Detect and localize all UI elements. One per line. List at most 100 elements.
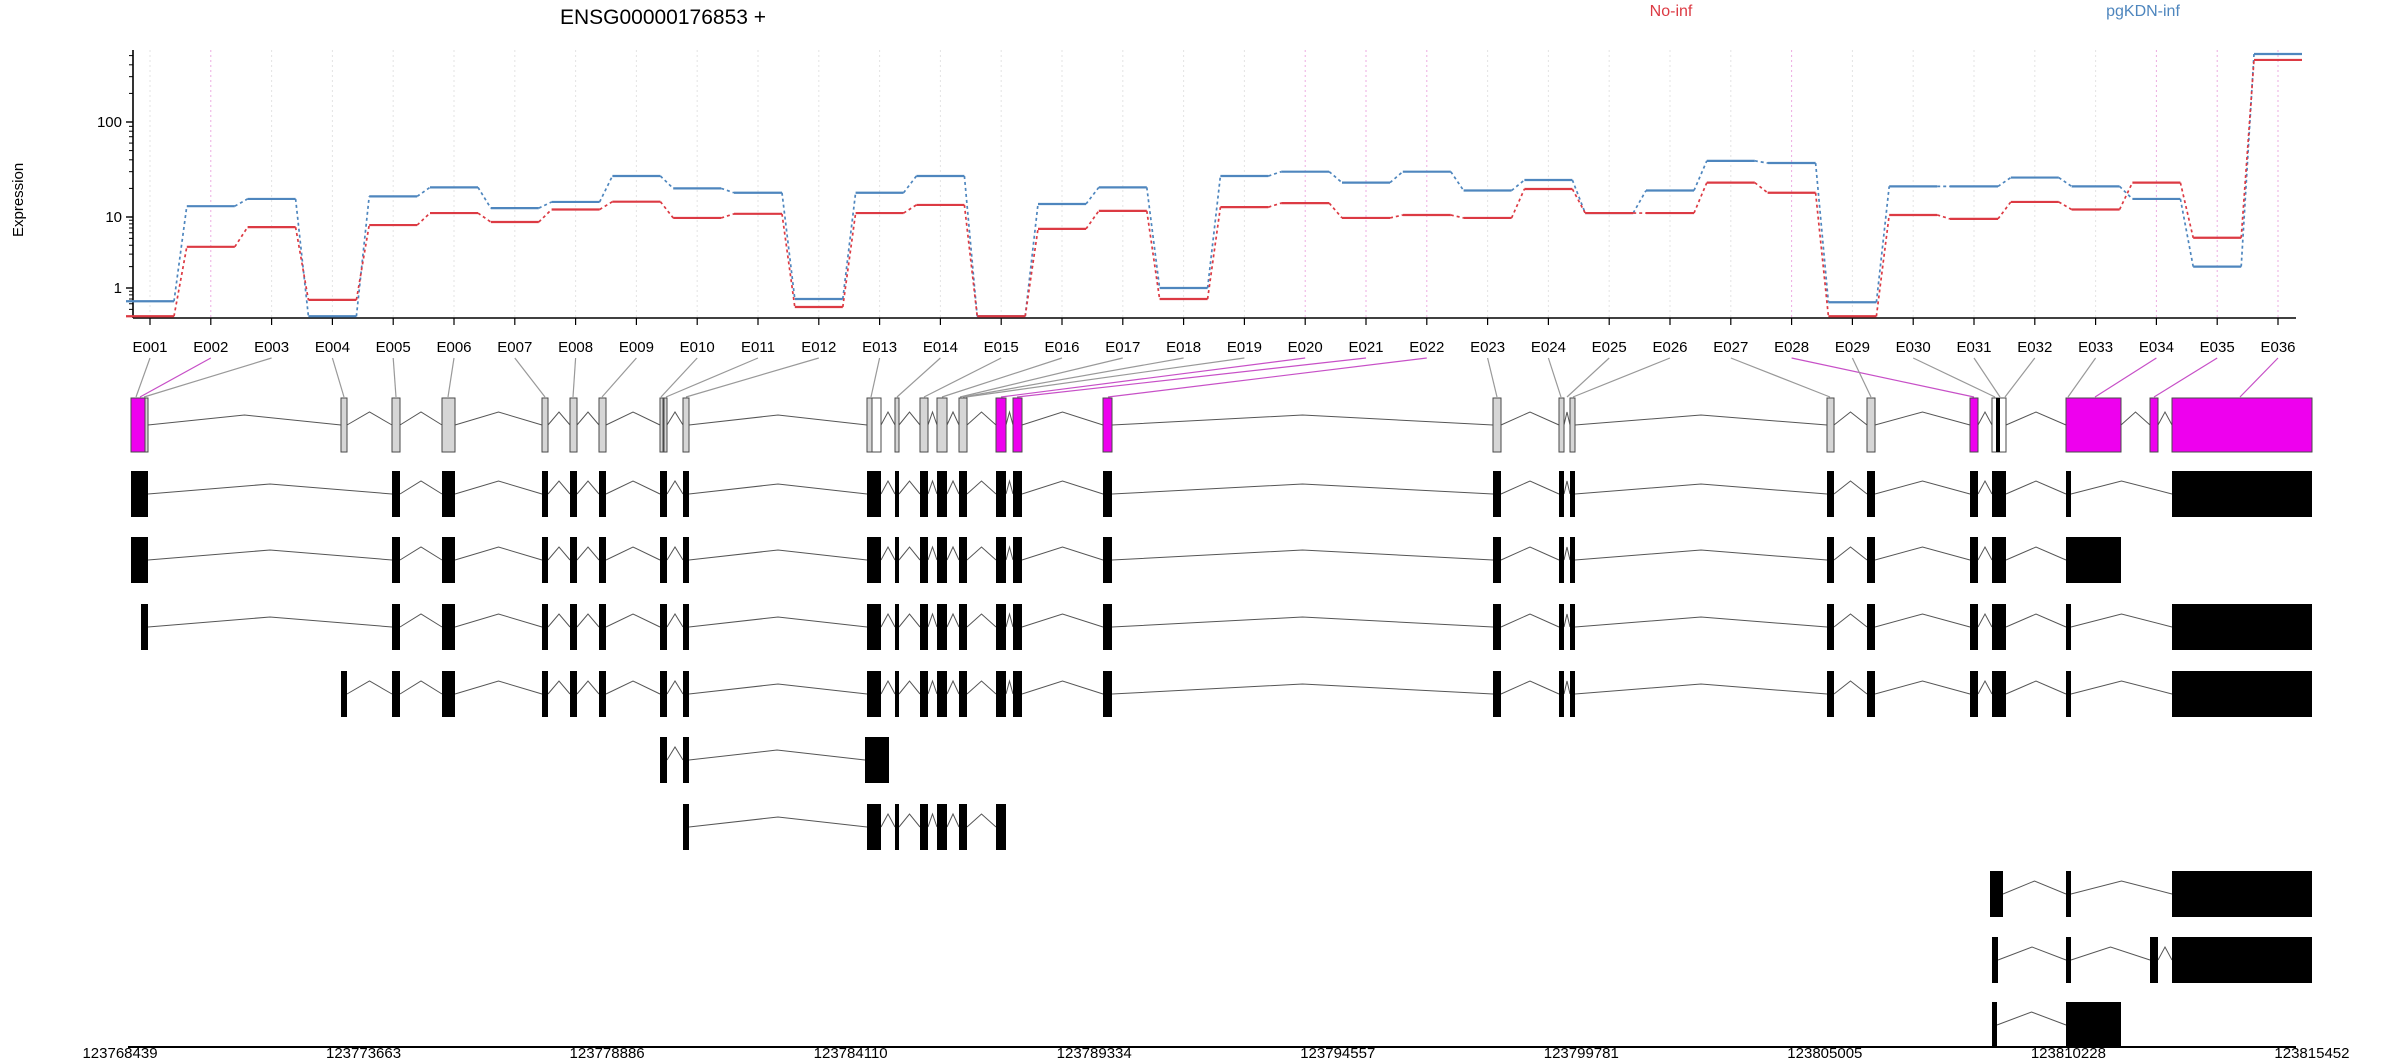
genomic-coordinate-label: 123810228 xyxy=(2031,1045,2106,1060)
series-no-inf-connector-E005 xyxy=(355,224,371,301)
transcript-4-intron xyxy=(605,680,661,695)
aggregate-intron xyxy=(454,411,543,426)
leader-line-E005 xyxy=(392,357,397,398)
transcript-6-exon xyxy=(920,804,928,850)
exon-bin-magenta xyxy=(1969,397,1979,453)
transcript-3-exon xyxy=(141,604,148,650)
transcript-4-exon xyxy=(1103,671,1112,717)
transcript-4-exon xyxy=(341,671,347,717)
transcript-1-intron xyxy=(605,480,661,495)
transcript-4-intron xyxy=(898,680,921,695)
series-pgkdn-inf-connector-E021 xyxy=(1328,171,1343,184)
leader-line-E011 xyxy=(665,357,759,398)
transcript-1-exon xyxy=(2172,471,2312,517)
genomic-coordinate-label: 123794557 xyxy=(1300,1045,1375,1060)
transcript-2-exon xyxy=(442,537,455,583)
transcript-2-exon xyxy=(920,537,928,583)
transcript-4-intron xyxy=(1005,679,1014,695)
leader-line-E008 xyxy=(572,357,577,398)
aggregate-intron xyxy=(688,414,868,426)
transcript-3-exon xyxy=(2172,604,2312,650)
y-tick-label: 1 xyxy=(114,280,122,297)
transcript-3-intron xyxy=(1111,616,1494,628)
transcript-3-exon xyxy=(2066,604,2071,650)
aggregate-intron xyxy=(927,410,938,426)
leader-line-E024 xyxy=(1547,357,1562,398)
exon-label-E012: E012 xyxy=(801,339,836,356)
transcript-2-exon xyxy=(1867,537,1875,583)
transcript-2-exon xyxy=(1103,537,1112,583)
series-no-inf-connector-E027 xyxy=(1693,182,1708,214)
series-pgkdn-inf-connector-E003 xyxy=(234,198,249,207)
transcript-4-intron xyxy=(1563,680,1571,695)
exon-bin-white xyxy=(871,397,882,453)
exon-label-E033: E033 xyxy=(2078,339,2113,356)
series-no-inf-connector-E012 xyxy=(781,213,796,308)
transcript-2-intron xyxy=(1574,549,1828,561)
transcript-2-intron xyxy=(454,546,543,561)
transcript-2-exon xyxy=(683,537,689,583)
exon-label-E021: E021 xyxy=(1348,339,1383,356)
transcript-2-intron xyxy=(399,546,443,561)
transcript-1-exon xyxy=(660,471,667,517)
transcript-3-exon xyxy=(1992,604,2006,650)
transcript-3-exon xyxy=(1867,604,1875,650)
exon-label-E002: E002 xyxy=(193,339,228,356)
exon-label-E018: E018 xyxy=(1166,339,1201,356)
series-pgkdn-inf-connector-E010 xyxy=(659,175,674,190)
transcript-1-exon xyxy=(937,471,947,517)
aggregate-intron xyxy=(1977,410,1993,426)
transcript-8-intron xyxy=(2070,946,2151,961)
transcript-2-intron xyxy=(1021,546,1104,561)
series-no-inf-connector-E028 xyxy=(1754,181,1769,194)
series-no-inf-connector-E031 xyxy=(1936,214,1951,220)
exon-label-E003: E003 xyxy=(254,339,289,356)
transcript-3-intron xyxy=(576,613,600,628)
leader-line-E018 xyxy=(962,357,1184,398)
transcript-9-intron xyxy=(1996,1011,2067,1026)
series-no-inf-connector-E023 xyxy=(1450,214,1464,219)
transcript-3-intron xyxy=(2070,613,2173,628)
transcript-4-exon xyxy=(660,671,667,717)
aggregate-intron xyxy=(666,411,684,426)
legend-label-pgkdn-inf: pgKDN-inf xyxy=(2106,3,2180,20)
transcript-4-intron xyxy=(547,680,571,695)
transcript-6-intron xyxy=(966,813,997,828)
series-no-inf-connector-E029 xyxy=(1814,192,1830,317)
transcript-2-intron xyxy=(147,549,393,561)
transcript-4-intron xyxy=(927,679,938,695)
series-pgkdn-inf-connector-E018 xyxy=(1145,187,1161,289)
transcript-2-exon xyxy=(1570,537,1575,583)
transcript-1-intron xyxy=(1874,480,1971,495)
leader-line-E030 xyxy=(1912,357,1996,398)
transcript-2-exon xyxy=(937,537,947,583)
transcript-4-exon xyxy=(1992,671,2006,717)
series-no-inf-connector-E010 xyxy=(659,201,674,219)
transcript-3-intron xyxy=(966,613,997,628)
leader-line-E004 xyxy=(331,357,345,398)
series-pgkdn-inf-connector-E002 xyxy=(173,206,188,302)
genomic-coordinate-label: 123789334 xyxy=(1057,1045,1132,1060)
transcript-1-exon xyxy=(392,471,400,517)
aggregate-intron xyxy=(1500,411,1560,426)
transcript-6-exon xyxy=(937,804,947,850)
series-no-inf-connector-E025 xyxy=(1571,188,1586,214)
transcript-1-intron xyxy=(1021,480,1104,495)
transcript-6-intron xyxy=(927,812,938,828)
leader-line-E007 xyxy=(514,357,546,398)
exon-bin-magenta xyxy=(130,397,146,453)
transcript-1-intron xyxy=(946,479,960,495)
transcript-1-exon xyxy=(959,471,967,517)
series-no-inf-connector-E019 xyxy=(1206,207,1222,300)
series-pgkdn-inf-connector-E005 xyxy=(355,196,371,317)
leader-line-E016 xyxy=(941,357,1063,398)
transcript-2-exon xyxy=(2066,537,2121,583)
transcript-1-intron xyxy=(1111,483,1494,495)
transcript-1-intron xyxy=(576,480,600,495)
transcript-1-intron xyxy=(898,480,921,495)
leader-line-E021 xyxy=(1016,357,1367,398)
transcript-4-intron xyxy=(946,679,960,695)
exon-label-E007: E007 xyxy=(497,339,532,356)
aggregate-intron xyxy=(1005,410,1014,426)
series-no-inf-connector-E020 xyxy=(1268,202,1282,208)
